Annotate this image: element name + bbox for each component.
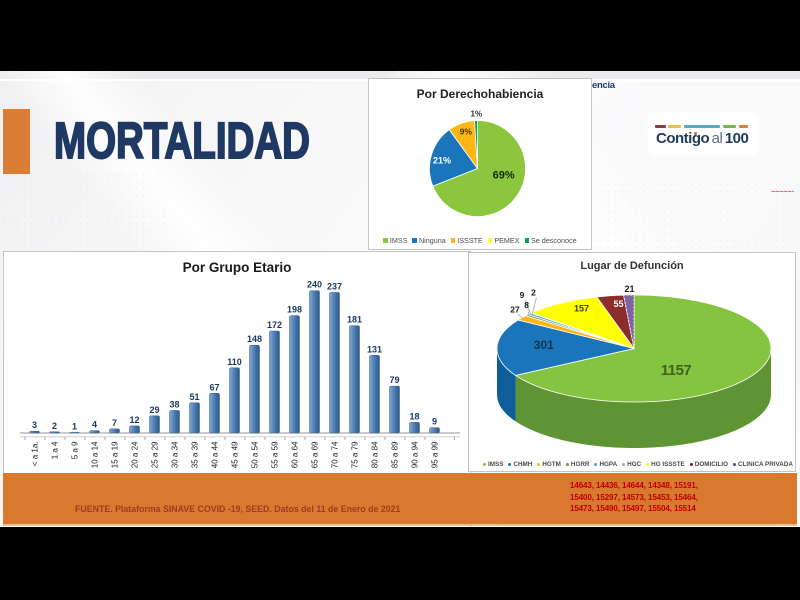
svg-text:75 a 79: 75 a 79 bbox=[351, 441, 360, 468]
svg-text:21%: 21% bbox=[433, 155, 451, 165]
svg-text:10 a 14: 10 a 14 bbox=[91, 441, 100, 468]
svg-text:25 a 29: 25 a 29 bbox=[151, 441, 160, 468]
svg-text:1: 1 bbox=[72, 421, 77, 431]
svg-text:21: 21 bbox=[624, 284, 634, 294]
svg-text:8: 8 bbox=[524, 300, 529, 310]
svg-text:5 a 9: 5 a 9 bbox=[71, 441, 80, 459]
svg-text:148: 148 bbox=[247, 334, 262, 344]
svg-text:30 a 34: 30 a 34 bbox=[171, 441, 180, 468]
svg-text:7: 7 bbox=[112, 418, 117, 428]
svg-text:29: 29 bbox=[149, 405, 159, 415]
svg-text:301: 301 bbox=[534, 338, 554, 352]
svg-text:85 a 89: 85 a 89 bbox=[391, 441, 400, 468]
svg-text:90 a 94: 90 a 94 bbox=[411, 441, 420, 468]
svg-text:18: 18 bbox=[409, 411, 419, 421]
svg-text:9%: 9% bbox=[460, 126, 473, 136]
svg-text:4: 4 bbox=[92, 420, 97, 430]
svg-text:55: 55 bbox=[613, 299, 623, 309]
svg-text:40 a 44: 40 a 44 bbox=[211, 441, 220, 468]
svg-text:55 a 59: 55 a 59 bbox=[271, 441, 280, 468]
svg-text:79: 79 bbox=[389, 375, 399, 385]
svg-text:45 a 49: 45 a 49 bbox=[231, 441, 240, 468]
svg-text:110: 110 bbox=[227, 357, 242, 367]
svg-text:27: 27 bbox=[510, 305, 520, 315]
svg-text:172: 172 bbox=[267, 320, 282, 330]
svg-text:69%: 69% bbox=[493, 170, 515, 182]
svg-text:15 a 19: 15 a 19 bbox=[111, 441, 120, 468]
svg-text:9: 9 bbox=[520, 290, 525, 300]
svg-text:131: 131 bbox=[367, 344, 382, 354]
svg-text:237: 237 bbox=[327, 282, 342, 292]
svg-text:240: 240 bbox=[307, 280, 322, 290]
svg-text:3: 3 bbox=[32, 420, 37, 430]
svg-text:80 a 84: 80 a 84 bbox=[371, 441, 380, 468]
svg-text:95 a 99: 95 a 99 bbox=[431, 441, 440, 468]
svg-text:60 a 64: 60 a 64 bbox=[291, 441, 300, 468]
svg-text:38: 38 bbox=[169, 400, 179, 410]
svg-text:12: 12 bbox=[129, 415, 139, 425]
svg-text:1157: 1157 bbox=[661, 362, 692, 379]
svg-text:2: 2 bbox=[52, 421, 57, 431]
svg-text:157: 157 bbox=[574, 304, 589, 314]
svg-text:198: 198 bbox=[287, 305, 302, 315]
svg-text:50 a 54: 50 a 54 bbox=[251, 441, 260, 468]
svg-text:65 a 69: 65 a 69 bbox=[311, 441, 320, 468]
svg-text:1 a 4: 1 a 4 bbox=[51, 441, 60, 459]
svg-text:2: 2 bbox=[531, 288, 536, 298]
svg-text:51: 51 bbox=[189, 392, 199, 402]
svg-text:< a 1a.: < a 1a. bbox=[31, 442, 40, 467]
svg-text:9: 9 bbox=[432, 417, 437, 427]
svg-text:20 a 24: 20 a 24 bbox=[131, 441, 140, 468]
svg-text:181: 181 bbox=[347, 315, 362, 325]
svg-text:70 a 74: 70 a 74 bbox=[331, 441, 340, 468]
svg-text:1%: 1% bbox=[471, 109, 483, 118]
svg-text:35 a 39: 35 a 39 bbox=[191, 441, 200, 468]
svg-text:67: 67 bbox=[209, 382, 219, 392]
